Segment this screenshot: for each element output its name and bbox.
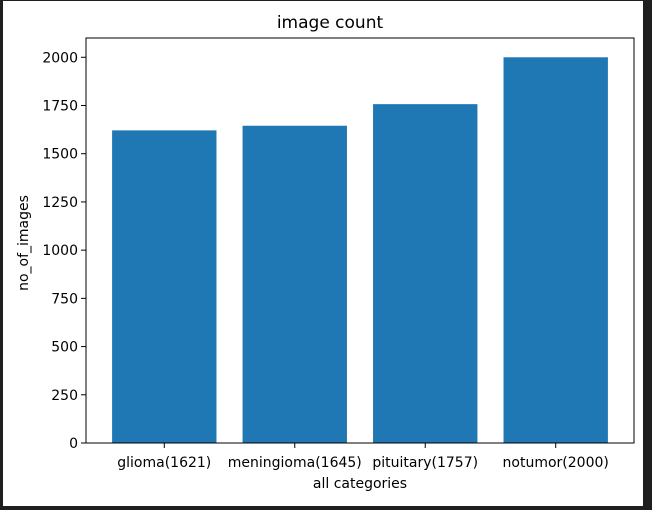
x-axis-label: all categories: [313, 476, 407, 492]
chart-figure: image count 0 250 500 750 1000 1250 1500 1750 20…: [3, 1, 643, 506]
y-tick-label: 750: [51, 291, 78, 307]
x-tick-label: pituitary(1757): [372, 455, 478, 471]
y-axis-label: no_of_images: [16, 195, 32, 291]
bar-1: [242, 125, 347, 443]
bar-2: [373, 104, 478, 444]
x-tick-label: notumor(2000): [503, 455, 609, 471]
bar-chart: image count 0 250 500 750 1000 1250 1500 1750 20…: [16, 13, 635, 492]
x-axis: glioma(1621) meningioma(1645) pituitary(17…: [117, 443, 609, 471]
plot-frame: [85, 37, 635, 444]
y-tick-label: 1500: [42, 147, 78, 163]
y-tick-label: 0: [69, 436, 78, 452]
y-tick-label: 1000: [42, 243, 78, 259]
x-tick-label: meningioma(1645): [228, 455, 362, 471]
y-tick-label: 250: [51, 388, 78, 404]
x-tick-label: glioma(1621): [117, 455, 211, 471]
chart-title: image count: [277, 13, 384, 33]
bars-group: [112, 57, 608, 444]
y-tick-label: 500: [51, 340, 78, 356]
bar-3: [503, 57, 608, 444]
y-tick-label: 1250: [42, 195, 78, 211]
y-tick-label: 1750: [42, 99, 78, 115]
y-tick-label: 2000: [42, 50, 78, 66]
y-axis: 0 250 500 750 1000 1250 1500 1750 2000: [42, 50, 86, 452]
bar-0: [112, 130, 217, 443]
